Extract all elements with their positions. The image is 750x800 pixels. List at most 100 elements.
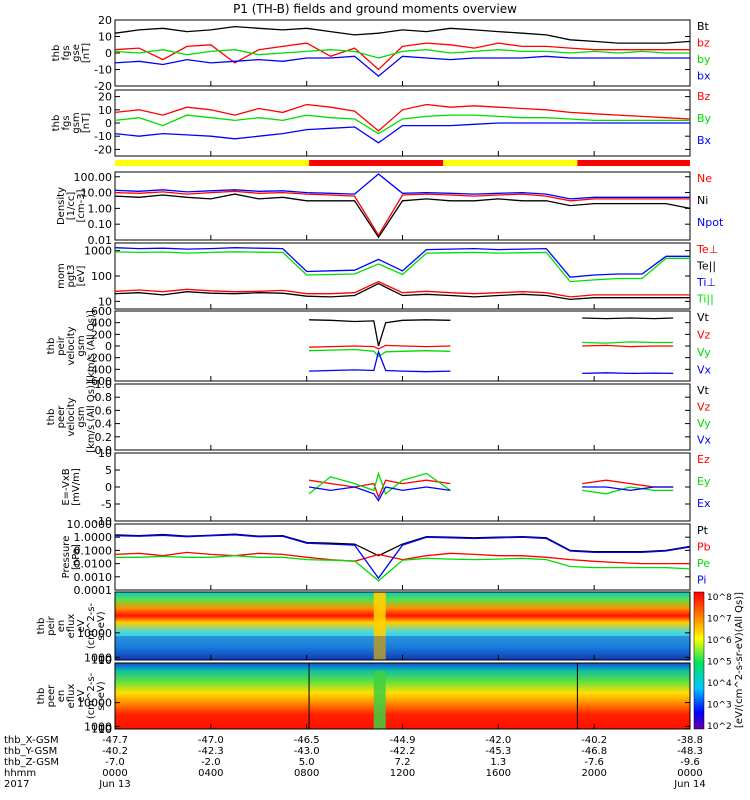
x-row-value: 1600 — [486, 768, 511, 779]
y-tick-label: 10 — [98, 295, 112, 308]
legend-Vy: Vy — [697, 417, 711, 430]
x-row-value: -38.8 — [677, 735, 703, 746]
y-axis-label: thb peer velocity gsm [km/s (All Qs)] — [46, 381, 97, 453]
y-axis-label: thb fgs gse [nT] — [51, 43, 92, 63]
y-label-line: thb — [36, 618, 47, 635]
legend-Ni: Ni — [697, 194, 708, 207]
y-tick-label: 0.0001 — [74, 584, 113, 597]
panel-frame — [114, 171, 691, 241]
y-label-line: peer — [56, 405, 67, 429]
y-label-line: fgs — [61, 45, 72, 60]
y-tick-label: 0 — [105, 481, 112, 494]
y-label-line: (cm^2-s- — [86, 602, 97, 649]
y-tick-label: 0.10 — [88, 218, 113, 231]
y-tick-label: 100.00 — [74, 171, 113, 184]
y-label-line: thb — [46, 409, 57, 426]
legend-Vz: Vz — [697, 329, 711, 342]
region-segment — [115, 160, 310, 166]
legend-Vy: Vy — [697, 346, 711, 359]
series-Ex — [582, 486, 674, 492]
legend-Bx: Bx — [697, 134, 712, 147]
legend-By: By — [697, 112, 712, 125]
chart-title: P1 (TH-B) fields and ground moments over… — [233, 2, 517, 16]
y-axis-label: thb fgs gsm [nT] — [51, 112, 92, 133]
x-row-value: -46.8 — [581, 746, 607, 757]
legend-Vt: Vt — [697, 384, 710, 397]
series-Vy — [309, 348, 451, 358]
y-tick-label: -10 — [94, 130, 112, 143]
colorbar-label: [eV/(cm^2-s-sr-eV)(All Qs)] — [734, 592, 745, 728]
x-row-value: -44.9 — [390, 735, 416, 746]
series-Ti|| — [114, 251, 690, 283]
y-label-line: [1/cc] — [66, 192, 77, 221]
series-Npot — [114, 173, 690, 200]
legend-by: by — [697, 53, 711, 66]
panel-pressure: 10.00001.00000.10000.01000.00100.0001Pre… — [61, 518, 711, 597]
y-tick-label: 10.00 — [81, 187, 113, 200]
colorbar-tick: 10^3 — [707, 701, 732, 711]
series-Vx — [309, 349, 451, 373]
x-date: Jun 13 — [98, 779, 131, 790]
y-label-line: [km/s (All Qs)] — [86, 310, 97, 382]
legend-Vx: Vx — [697, 434, 712, 447]
y-tick-label: 1.00 — [88, 202, 113, 215]
y-tick-label: -10 — [94, 515, 112, 528]
y-tick-label: 0.0010 — [74, 571, 113, 584]
series-Vy — [582, 341, 674, 344]
y-label-line: [nPa] — [71, 544, 82, 570]
region-segment — [577, 160, 690, 166]
legend-Te||: Te|| — [696, 260, 716, 273]
colorbar-tick: 10^5 — [707, 658, 732, 668]
y-tick-label: 10 — [98, 654, 112, 667]
legend-Vz: Vz — [697, 401, 711, 414]
series-Ey — [308, 471, 451, 495]
y-tick-label: 1000 — [84, 720, 112, 733]
y-label-line: [nT] — [81, 43, 92, 63]
legend-Ti⊥: Ti⊥ — [696, 276, 716, 289]
y-tick-label: 600 — [91, 305, 112, 318]
legend-Bt: Bt — [697, 20, 710, 33]
y-tick-label: 20 — [98, 14, 112, 27]
x-row-value: -46.5 — [294, 735, 320, 746]
y-tick-label: 0.0100 — [74, 558, 113, 571]
series-Bx — [114, 122, 690, 144]
y-tick-label: 10000 — [77, 697, 112, 710]
colorbar-tick: 10^2 — [707, 722, 732, 732]
y-tick-label: 0 — [105, 117, 112, 130]
y-label-line: (cm^2-s- — [86, 672, 97, 719]
legend-Pt: Pt — [697, 524, 709, 537]
x-row-value: -47.0 — [198, 735, 224, 746]
series-Ez — [582, 479, 674, 488]
y-tick-label: 0.01 — [88, 234, 113, 247]
y-tick-label: -400 — [87, 363, 112, 376]
y-label-line: peir — [56, 335, 67, 355]
x-row-value: 5.0 — [299, 757, 315, 768]
series-bz — [114, 42, 690, 71]
y-tick-label: 200 — [91, 328, 112, 341]
y-label-line: peer — [46, 684, 57, 708]
legend-Npot: Npot — [697, 216, 724, 229]
y-label-line: Density — [56, 187, 67, 225]
y-label-line: eV — [76, 689, 87, 702]
y-tick-label: -20 — [94, 80, 112, 93]
series-Ni — [114, 193, 691, 239]
colorbar-tick: 10^6 — [707, 636, 732, 646]
legend-Ez: Ez — [697, 453, 710, 466]
y-label-line: fgs — [61, 115, 72, 130]
series-Pi — [114, 534, 691, 580]
y-axis-label: E=-VxB [mV/m] — [61, 468, 82, 506]
y-tick-label: -600 — [87, 375, 112, 388]
y-label-line: eflux — [66, 614, 77, 639]
y-label-line: pgt3 — [66, 265, 77, 288]
spectrogram-dropout — [373, 592, 386, 660]
legend-Ne: Ne — [697, 172, 712, 185]
y-label-line: E=-VxB — [61, 468, 72, 505]
y-tick-label: 400 — [91, 317, 112, 330]
y-tick-label: 100 — [91, 723, 112, 736]
y-tick-label: 100 — [91, 654, 112, 667]
y-tick-label: -200 — [87, 352, 112, 365]
